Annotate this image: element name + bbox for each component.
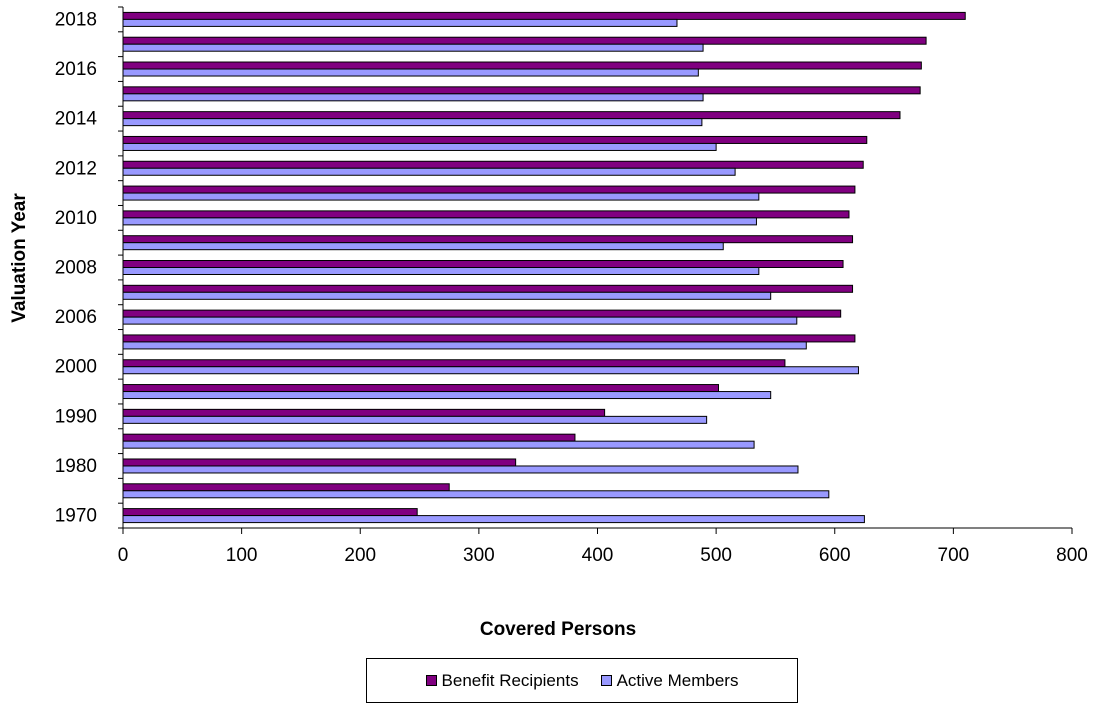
bar-benefit-recipients-7 <box>122 334 856 343</box>
y-axis-title-group: Valuation Year <box>9 193 30 323</box>
bar-active-members-15 <box>122 142 717 151</box>
x-tick-label-600: 600 <box>819 545 851 566</box>
x-tick-label-400: 400 <box>582 545 614 566</box>
bar-active-members-6 <box>122 366 859 375</box>
y-axis-title: Valuation Year <box>9 193 30 323</box>
bar-benefit-recipients-18 <box>122 61 922 70</box>
bar-active-members-1 <box>122 490 830 499</box>
legend-swatch-benefit-recipients <box>425 675 437 686</box>
bar-active-members-5 <box>122 391 772 400</box>
bar-active-members-3 <box>122 440 755 449</box>
legend-label-benefit-recipients: Benefit Recipients <box>441 670 579 690</box>
y-tick-label-1980: 1980 <box>55 456 97 477</box>
y-tick-label-1990: 1990 <box>55 406 97 427</box>
bar-benefit-recipients-11 <box>122 235 854 244</box>
legend: Benefit Recipients Active Members <box>366 658 798 703</box>
bar-benefit-recipients-16 <box>122 111 901 120</box>
bar-active-members-13 <box>122 192 760 201</box>
bar-benefit-recipients-15 <box>122 135 868 144</box>
bar-benefit-recipients-9 <box>122 284 854 293</box>
bar-active-members-17 <box>122 93 704 102</box>
bar-active-members-18 <box>122 68 699 77</box>
bar-active-members-4 <box>122 415 708 424</box>
bar-benefit-recipients-12 <box>122 210 850 219</box>
y-tick-label-2010: 2010 <box>55 208 97 229</box>
x-tick-label-500: 500 <box>700 545 732 566</box>
bar-benefit-recipients-13 <box>122 185 856 194</box>
x-tick-label-100: 100 <box>226 545 258 566</box>
bar-active-members-16 <box>122 118 703 127</box>
bar-benefit-recipients-20 <box>122 11 966 20</box>
y-tick-label-2014: 2014 <box>55 109 98 130</box>
y-tick-label-2008: 2008 <box>55 258 97 279</box>
bar-active-members-7 <box>122 341 807 350</box>
bar-benefit-recipients-10 <box>122 260 844 268</box>
y-tick-label-1970: 1970 <box>55 506 97 527</box>
bar-benefit-recipients-8 <box>122 309 842 318</box>
y-tick-label-2012: 2012 <box>55 158 97 179</box>
x-tick-label-0: 0 <box>118 545 129 566</box>
y-tick-label-2016: 2016 <box>55 59 97 80</box>
bar-benefit-recipients-5 <box>122 384 719 393</box>
x-tick-label-200: 200 <box>344 545 376 566</box>
bar-benefit-recipients-3 <box>122 433 576 442</box>
legend-swatch-active-members <box>600 675 612 686</box>
bar-active-members-14 <box>122 167 736 176</box>
bar-active-members-10 <box>122 267 760 275</box>
x-axis-title: Covered Persons <box>480 619 636 640</box>
bar-benefit-recipients-0 <box>122 508 418 517</box>
bar-benefit-recipients-4 <box>122 408 606 417</box>
y-tick-label-2018: 2018 <box>55 9 97 30</box>
bar-active-members-0 <box>122 515 865 524</box>
bar-benefit-recipients-17 <box>122 86 921 95</box>
x-tick-label-700: 700 <box>938 545 970 566</box>
legend-label-active-members: Active Members <box>616 670 739 690</box>
legend-item-benefit-recipients: Benefit Recipients <box>425 670 579 691</box>
x-tick-label-800: 800 <box>1056 545 1088 566</box>
bar-active-members-12 <box>122 217 757 226</box>
bar-active-members-11 <box>122 242 724 251</box>
bar-benefit-recipients-1 <box>122 483 450 492</box>
bar-active-members-19 <box>122 43 704 52</box>
bar-benefit-recipients-14 <box>122 160 864 169</box>
axes-group: 1970198019902000200620082010201220142016… <box>55 6 1088 566</box>
bar-benefit-recipients-6 <box>122 359 786 368</box>
bar-active-members-20 <box>122 18 678 27</box>
bar-benefit-recipients-2 <box>122 458 517 467</box>
x-tick-label-300: 300 <box>463 545 495 566</box>
bar-active-members-9 <box>122 291 772 300</box>
bar-active-members-8 <box>122 316 798 325</box>
bar-benefit-recipients-19 <box>122 36 927 45</box>
bar-active-members-2 <box>122 465 799 474</box>
y-tick-label-2000: 2000 <box>55 357 97 378</box>
bars-group <box>122 11 966 524</box>
y-tick-label-2006: 2006 <box>55 307 97 328</box>
legend-item-active-members: Active Members <box>600 670 739 691</box>
